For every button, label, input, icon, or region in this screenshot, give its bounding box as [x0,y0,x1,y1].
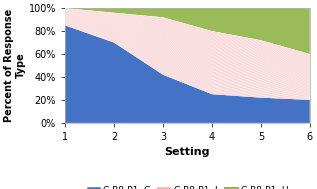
Legend: C-B8-P1, C, C-B8-P1, I, C-B8-P1, U: C-B8-P1, C, C-B8-P1, I, C-B8-P1, U [83,182,292,189]
X-axis label: Setting: Setting [165,147,210,157]
Y-axis label: Percent of Response
Type: Percent of Response Type [4,9,26,122]
